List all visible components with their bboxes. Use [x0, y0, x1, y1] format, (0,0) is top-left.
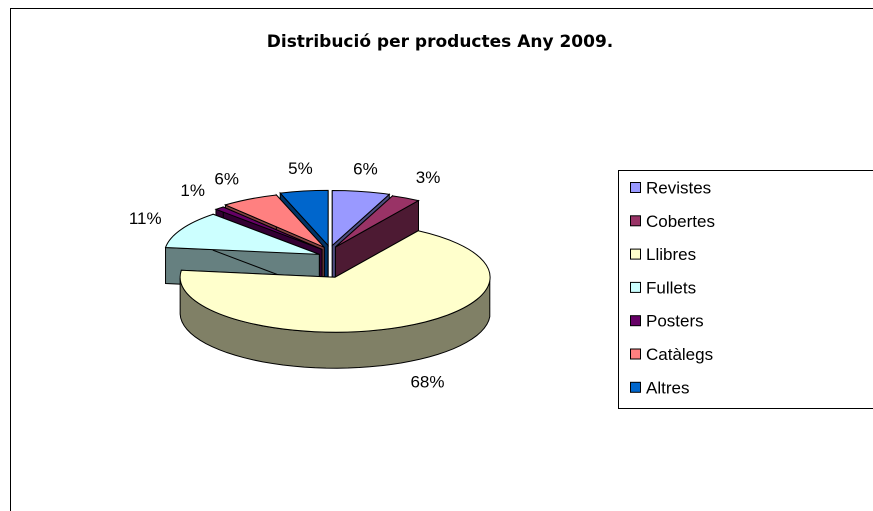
legend-label: Catàlegs — [646, 345, 713, 364]
data-label: 6% — [214, 169, 239, 188]
chart-title: Distribució per productes Any 2009. — [267, 32, 613, 52]
slice-top — [335, 195, 420, 248]
legend-label: Fullets — [646, 278, 696, 297]
legend-label: Altres — [646, 378, 689, 397]
legend-swatch — [630, 281, 641, 293]
slice-top — [331, 189, 391, 247]
legend-swatch — [630, 182, 641, 193]
data-label: 1% — [180, 181, 205, 200]
legend-label: Revistes — [646, 178, 711, 197]
data-label: 3% — [416, 168, 441, 187]
legend-box — [618, 170, 873, 409]
slice-top — [164, 213, 320, 255]
legend-swatch — [630, 215, 641, 227]
legend-swatch — [630, 315, 641, 327]
legend-swatch — [630, 381, 641, 393]
legend-swatch — [630, 348, 641, 360]
data-label: 11% — [129, 209, 162, 228]
legend-label: Cobertes — [646, 212, 715, 231]
slice-top — [214, 206, 323, 250]
slice-top — [279, 189, 329, 247]
slice-top — [223, 194, 325, 248]
legend-label: Posters — [646, 312, 704, 331]
pie-slice — [179, 229, 491, 369]
data-label: 6% — [353, 159, 378, 178]
data-label: 68% — [410, 372, 444, 391]
slice-top — [179, 230, 491, 333]
data-label: 5% — [288, 159, 313, 178]
legend-label: Llibres — [646, 245, 696, 264]
legend-swatch — [630, 248, 641, 260]
